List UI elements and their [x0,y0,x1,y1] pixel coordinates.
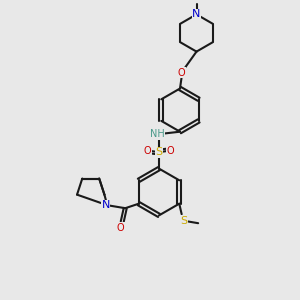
Text: S: S [155,147,163,157]
Text: N: N [101,200,110,210]
Text: N: N [192,9,201,20]
Text: O: O [178,68,185,78]
Text: NH: NH [150,129,165,139]
Text: O: O [117,223,124,233]
Text: O: O [167,146,174,156]
Text: O: O [144,146,152,156]
Text: S: S [181,216,188,226]
